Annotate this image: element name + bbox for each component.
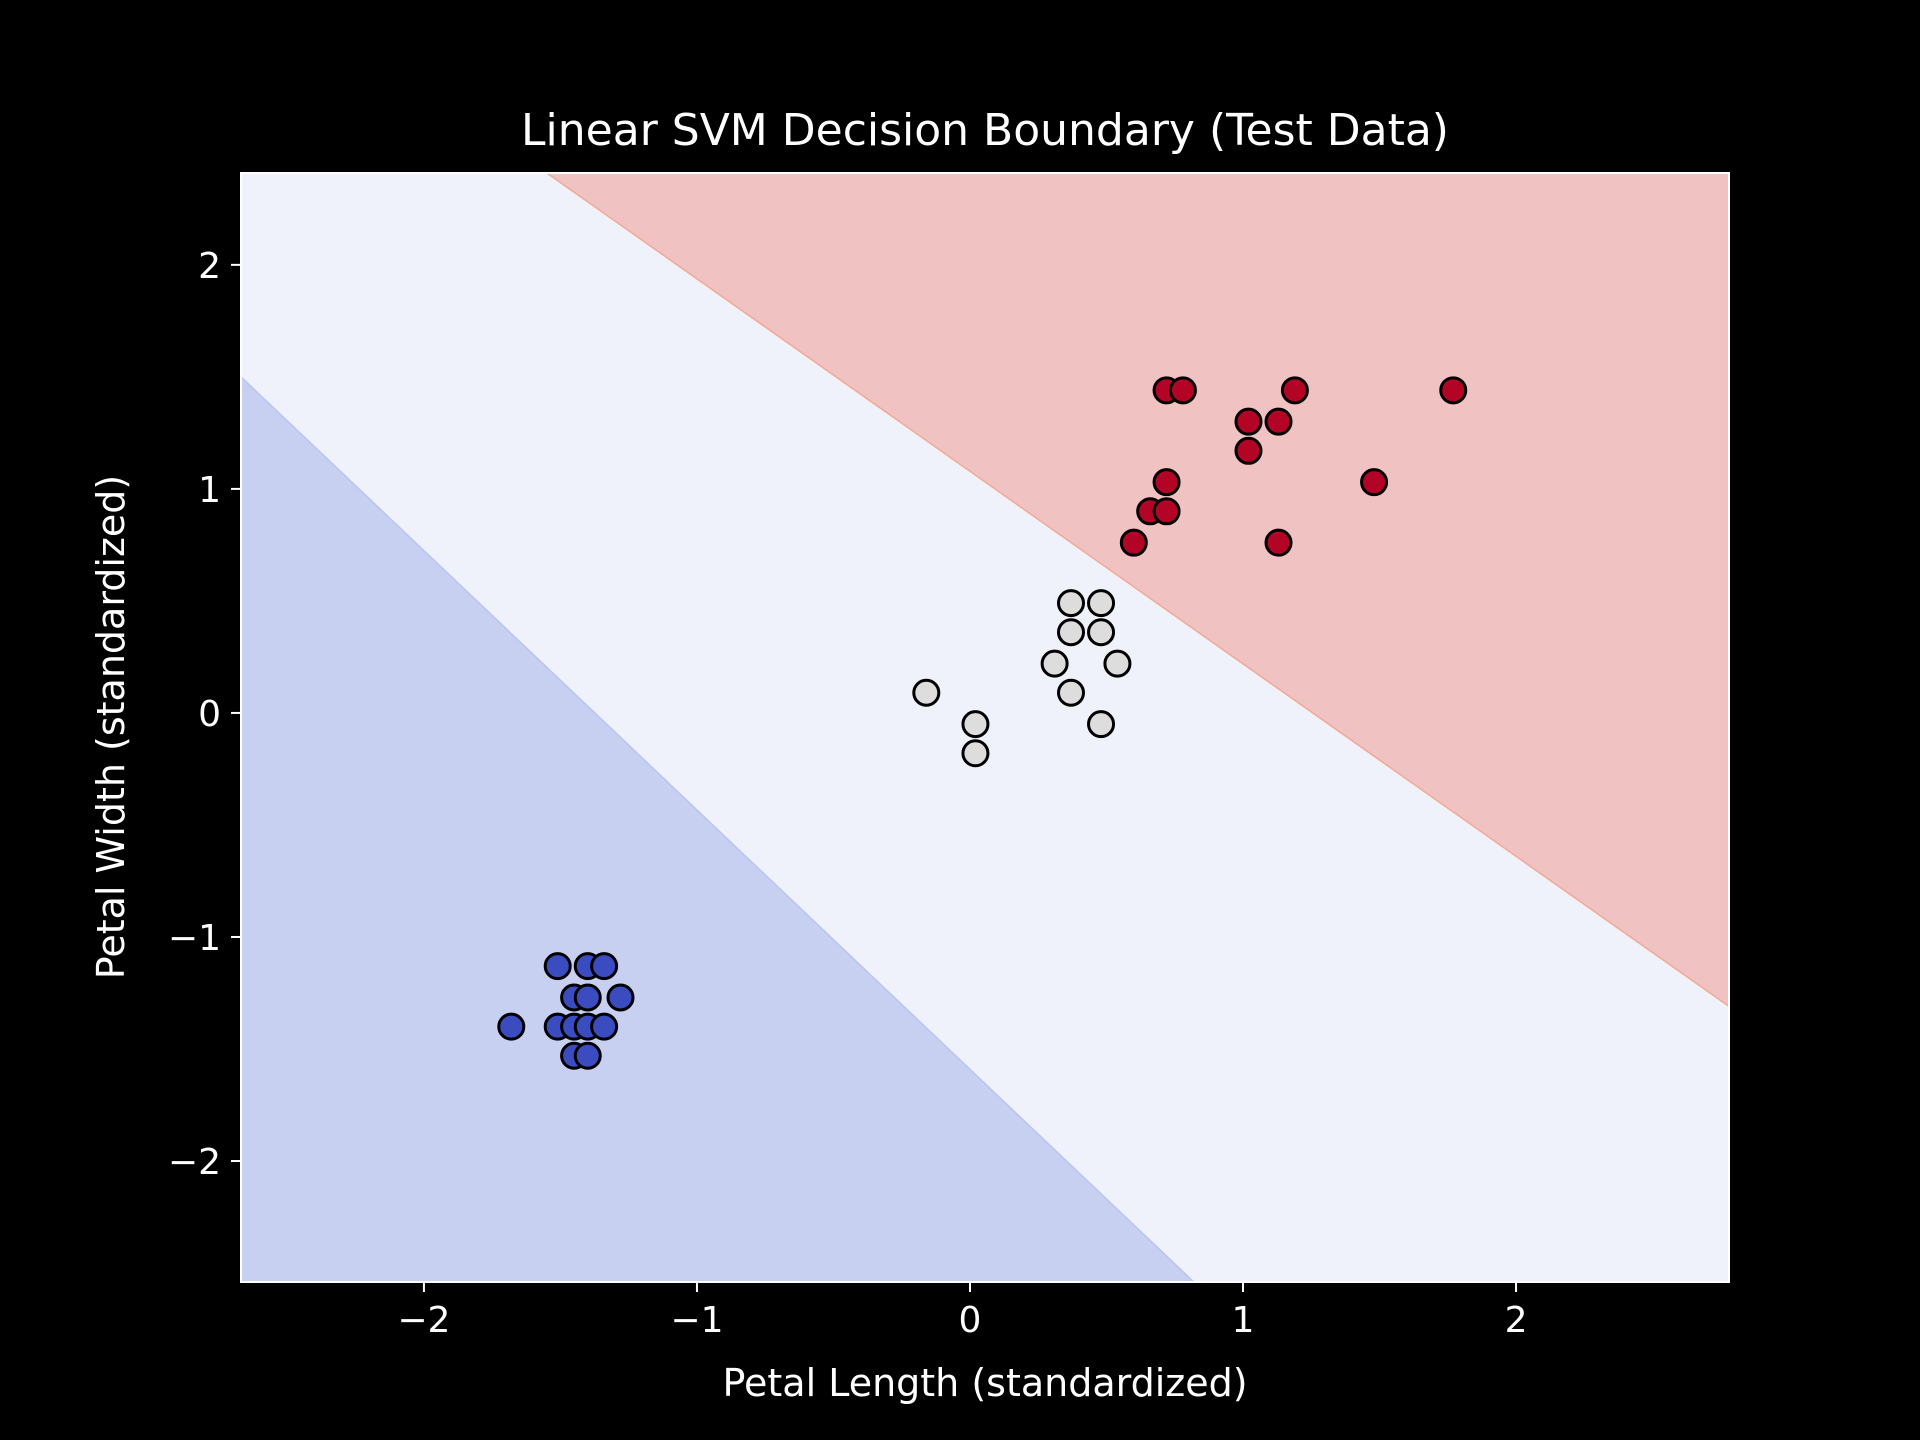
x-tick-label: 0: [959, 1300, 982, 1341]
x-tick-label: −1: [670, 1300, 723, 1341]
class-0-point: [590, 952, 619, 981]
y-tick-label: −1: [168, 918, 221, 959]
class-0-point: [606, 983, 635, 1012]
y-tick-label: 0: [198, 694, 221, 735]
class-1-point: [1087, 589, 1116, 618]
class-1-point: [912, 678, 941, 707]
y-tick-label: 2: [198, 246, 221, 287]
class-0-point: [590, 1012, 619, 1041]
class-2-point: [1264, 407, 1293, 436]
class-1-point: [1040, 649, 1069, 678]
class-1-point: [1087, 710, 1116, 739]
class-1-point: [1057, 618, 1086, 647]
y-axis-label: Petal Width (standardized): [89, 475, 133, 979]
x-tick-label: 2: [1505, 1300, 1528, 1341]
class-2-point: [1234, 436, 1263, 465]
class-1-point: [961, 710, 990, 739]
x-axis-ticks: −2 −1 0 1 2: [397, 1282, 1527, 1341]
class-2-point: [1119, 528, 1148, 557]
y-tick-label: 1: [198, 470, 221, 511]
class-2-point: [1264, 528, 1293, 557]
class-1-point: [1057, 589, 1086, 618]
class-2-point: [1152, 497, 1181, 526]
class-1-point: [961, 739, 990, 768]
y-axis-ticks: −2 −1 0 1 2: [168, 246, 241, 1183]
x-tick-label: 1: [1232, 1300, 1255, 1341]
class-1-point: [1087, 618, 1116, 647]
class-1-point: [1103, 649, 1132, 678]
class-2-point: [1360, 468, 1389, 497]
class-0-point: [573, 1041, 602, 1070]
boundary-line-1-2: [546, 173, 1729, 1008]
x-tick-label: −2: [397, 1300, 450, 1341]
class-2-point: [1234, 407, 1263, 436]
class-2-point: [1152, 468, 1181, 497]
y-tick-label: −2: [168, 1142, 221, 1183]
class-0-point: [497, 1012, 526, 1041]
scatter-points: [497, 376, 1468, 1070]
class-0-point: [543, 952, 572, 981]
class-2-point: [1439, 376, 1468, 405]
chart-title: Linear SVM Decision Boundary (Test Data): [521, 105, 1449, 156]
x-axis-label: Petal Length (standardized): [722, 1361, 1247, 1405]
boundary-line-0-1: [241, 376, 1195, 1282]
class-0-point: [573, 983, 602, 1012]
class-1-point: [1057, 678, 1086, 707]
plot-frame: [240, 172, 1730, 1283]
class-2-point: [1168, 376, 1197, 405]
class-2-point: [1280, 376, 1309, 405]
